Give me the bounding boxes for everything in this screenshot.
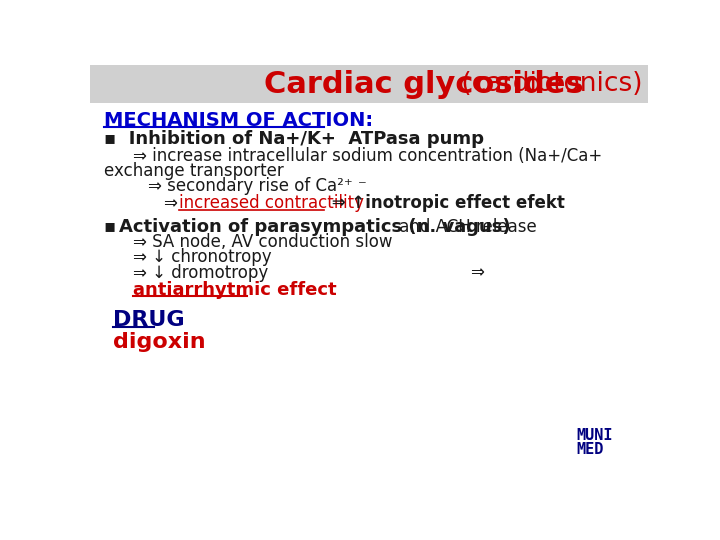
Text: exchange transporter: exchange transporter xyxy=(104,162,284,180)
Text: antiarrhytmic effect: antiarrhytmic effect xyxy=(132,281,336,299)
Text: ⇒: ⇒ xyxy=(163,194,183,212)
Text: ⇒ ↑inotropic effect efekt: ⇒ ↑inotropic effect efekt xyxy=(325,194,564,212)
Text: ▪  Inhibition of Na+/K+  ATPasa pump: ▪ Inhibition of Na+/K+ ATPasa pump xyxy=(104,131,484,149)
Text: ⇒ secondary rise of Ca²⁺ ⁻: ⇒ secondary rise of Ca²⁺ ⁻ xyxy=(148,178,367,195)
Text: ⇒ SA node, AV conduction slow: ⇒ SA node, AV conduction slow xyxy=(132,233,392,251)
Text: MED: MED xyxy=(577,442,604,457)
Text: MECHANISM OF ACTION:: MECHANISM OF ACTION: xyxy=(104,111,373,130)
Text: increased contractility: increased contractility xyxy=(179,194,364,212)
Text: and ACH release: and ACH release xyxy=(394,218,536,235)
Text: ▪: ▪ xyxy=(104,218,129,235)
Text: ⇒ ↓ chronotropy: ⇒ ↓ chronotropy xyxy=(132,248,271,266)
Text: ⇒ ↓ dromotropy: ⇒ ↓ dromotropy xyxy=(132,264,268,282)
Text: Cardiac glycosides: Cardiac glycosides xyxy=(264,70,584,98)
Text: ⇒ increase intracellular sodium concentration (Na+/Ca+: ⇒ increase intracellular sodium concentr… xyxy=(132,147,602,165)
Text: Activation of parasympatics (n. vagus): Activation of parasympatics (n. vagus) xyxy=(120,218,511,235)
Text: ⇒: ⇒ xyxy=(469,264,484,282)
Text: digoxin: digoxin xyxy=(113,332,206,352)
Text: (cardiotonics): (cardiotonics) xyxy=(453,71,642,97)
Text: MUNI: MUNI xyxy=(577,428,613,443)
FancyBboxPatch shape xyxy=(90,65,648,103)
Text: DRUG: DRUG xyxy=(113,310,185,330)
